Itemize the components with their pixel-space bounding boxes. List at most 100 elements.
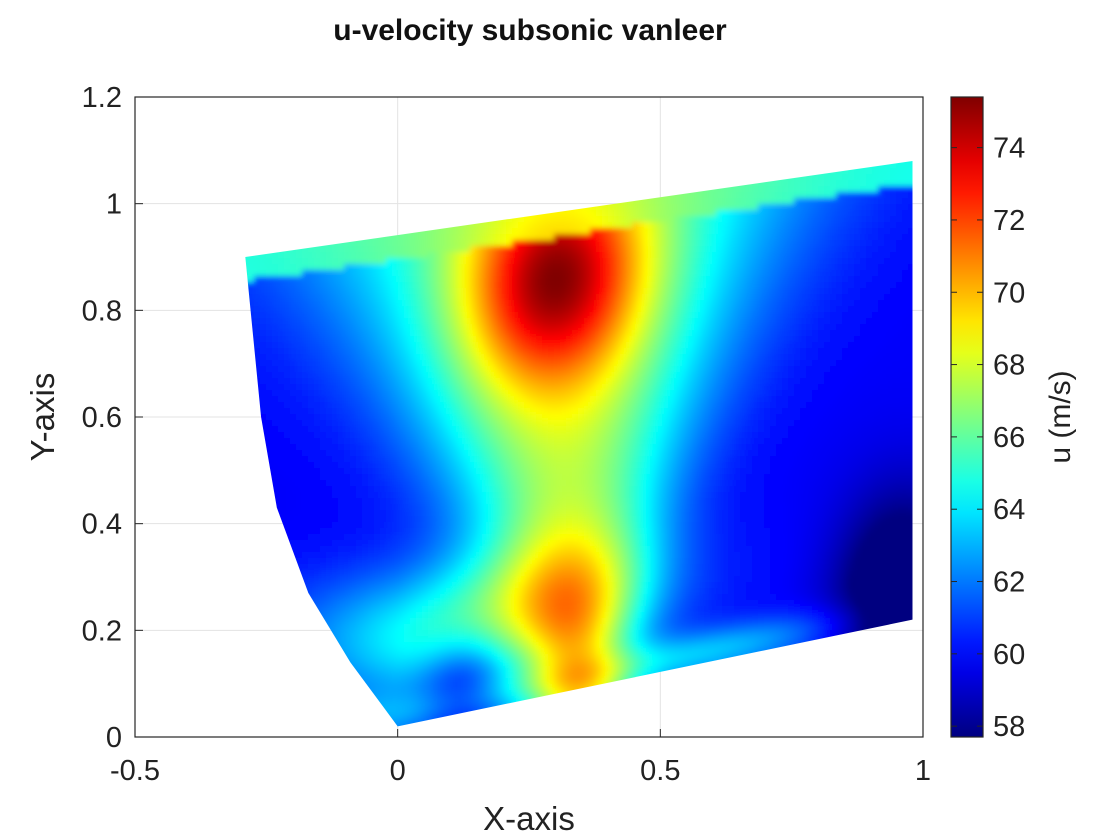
field-cell — [746, 264, 753, 271]
field-cell — [590, 330, 597, 337]
field-cell — [662, 270, 669, 277]
field-cell — [392, 276, 399, 283]
field-cell — [908, 192, 913, 199]
field-cell — [860, 222, 867, 229]
field-cell — [548, 270, 555, 277]
field-cell — [800, 288, 807, 295]
field-cell — [764, 336, 771, 343]
field-cell — [746, 270, 753, 277]
field-cell — [308, 336, 315, 343]
field-cell — [506, 234, 513, 241]
field-cell — [368, 90, 375, 97]
field-cell — [464, 270, 471, 277]
field-cell — [746, 336, 753, 343]
field-cell — [692, 240, 699, 247]
field-cell — [794, 300, 801, 307]
field-cell — [740, 324, 747, 331]
field-cell — [866, 336, 873, 343]
field-cell — [848, 264, 855, 271]
field-cell — [752, 330, 759, 337]
field-cell — [470, 234, 477, 241]
field-cell — [740, 264, 747, 271]
field-cell — [356, 324, 363, 331]
field-cell — [590, 222, 597, 229]
field-cell — [860, 342, 867, 349]
field-cell — [626, 306, 633, 313]
field-cell — [452, 234, 459, 241]
field-cell — [842, 90, 849, 97]
field-cell — [434, 294, 441, 301]
field-cell — [284, 318, 291, 325]
field-cell — [452, 258, 459, 265]
field-cell — [680, 246, 687, 253]
field-cell — [848, 294, 855, 301]
field-cell — [872, 324, 879, 331]
field-cell — [554, 282, 561, 289]
field-cell — [788, 306, 795, 313]
field-cell — [692, 282, 699, 289]
field-cell — [572, 336, 579, 343]
field-cell — [332, 342, 339, 349]
field-cell — [854, 288, 861, 295]
field-cell — [746, 228, 753, 235]
field-cell — [902, 258, 909, 265]
field-cell — [800, 246, 807, 253]
field-cell — [404, 312, 411, 319]
field-cell — [566, 264, 573, 271]
field-cell — [362, 312, 369, 319]
field-cell — [896, 162, 903, 169]
field-cell — [272, 90, 279, 97]
field-cell — [416, 300, 423, 307]
field-cell — [800, 318, 807, 325]
field-cell — [812, 294, 819, 301]
field-cell — [260, 252, 267, 259]
field-cell — [710, 210, 717, 217]
field-cell — [542, 270, 549, 277]
field-cell — [272, 300, 279, 307]
field-cell — [248, 306, 255, 313]
field-cell — [536, 318, 543, 325]
field-cell — [332, 252, 339, 259]
field-cell — [632, 312, 639, 319]
field-cell — [578, 270, 585, 277]
field-cell — [818, 264, 825, 271]
field-cell — [680, 192, 687, 199]
field-cell — [776, 306, 783, 313]
field-cell — [518, 294, 525, 301]
field-cell — [740, 300, 747, 307]
field-cell — [878, 228, 885, 235]
field-cell — [350, 240, 357, 247]
field-cell — [386, 246, 393, 253]
field-cell — [878, 288, 885, 295]
field-cell — [644, 336, 651, 343]
field-cell — [842, 210, 849, 217]
field-cell — [428, 336, 435, 343]
field-cell — [350, 258, 357, 265]
field-cell — [740, 240, 747, 247]
field-cell — [584, 312, 591, 319]
field-cell — [356, 294, 363, 301]
field-cell — [812, 246, 819, 253]
field-cell — [896, 252, 903, 259]
field-cell — [812, 318, 819, 325]
field-cell — [674, 324, 681, 331]
field-cell — [680, 252, 687, 259]
field-cell — [788, 180, 795, 187]
field-cell — [806, 252, 813, 259]
field-cell — [464, 240, 471, 247]
field-cell — [260, 324, 267, 331]
field-cell — [854, 276, 861, 283]
field-cell — [290, 264, 297, 271]
field-cell — [710, 282, 717, 289]
field-cell — [824, 330, 831, 337]
field-cell — [794, 222, 801, 229]
field-cell — [530, 306, 537, 313]
field-cell — [272, 324, 279, 331]
field-cell — [566, 240, 573, 247]
field-cell — [650, 282, 657, 289]
field-cell — [608, 300, 615, 307]
field-cell — [854, 318, 861, 325]
field-cell — [842, 318, 849, 325]
field-cell — [698, 246, 705, 253]
field-cell — [734, 228, 741, 235]
